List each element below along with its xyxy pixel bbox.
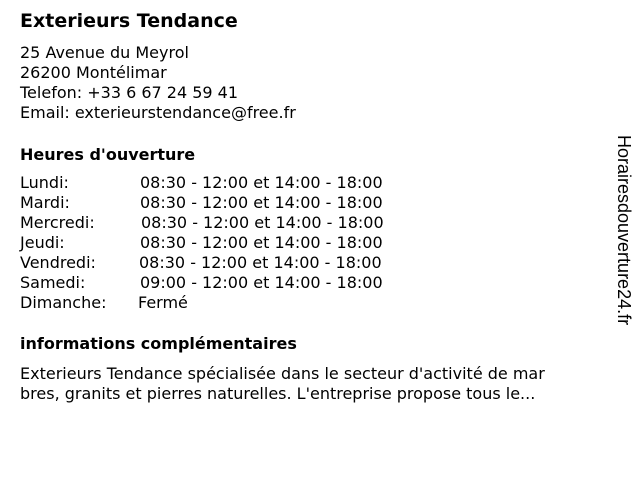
day-hours: 08:30 - 12:00 et 14:00 - 18:00 (141, 213, 384, 232)
day-label: Samedi: (20, 273, 86, 292)
info-title: informations complémentaires (20, 334, 297, 353)
day-label: Mercredi: (20, 213, 95, 232)
phone: Telefon: +33 6 67 24 59 41 (20, 83, 239, 102)
hours-title: Heures d'ouverture (20, 145, 196, 164)
day-label: Vendredi: (20, 253, 96, 272)
day-hours: 08:30 - 12:00 et 14:00 - 18:00 (140, 193, 383, 212)
description-line: Exterieurs Tendance spécialisée dans le … (20, 364, 545, 383)
day-hours: Fermé (138, 293, 188, 312)
day-hours: 08:30 - 12:00 et 14:00 - 18:00 (139, 253, 382, 272)
watermark: Horairesdouverture24.fr (614, 135, 634, 326)
day-label: Dimanche: (20, 293, 107, 312)
day-label: Jeudi: (20, 233, 65, 252)
description-line: bres, granits et pierres naturelles. L'e… (20, 384, 536, 403)
business-name: Exterieurs Tendance (20, 10, 238, 32)
email: Email: exterieurstendance@free.fr (20, 103, 296, 122)
day-hours: 09:00 - 12:00 et 14:00 - 18:00 (140, 273, 383, 292)
address-street: 25 Avenue du Meyrol (20, 43, 189, 62)
address-city: 26200 Montélimar (20, 63, 167, 82)
day-hours: 08:30 - 12:00 et 14:00 - 18:00 (140, 173, 383, 192)
day-hours: 08:30 - 12:00 et 14:00 - 18:00 (140, 233, 383, 252)
day-label: Lundi: (20, 173, 69, 192)
description: Exterieurs Tendance spécialisée dans le … (20, 364, 590, 404)
day-label: Mardi: (20, 193, 70, 212)
